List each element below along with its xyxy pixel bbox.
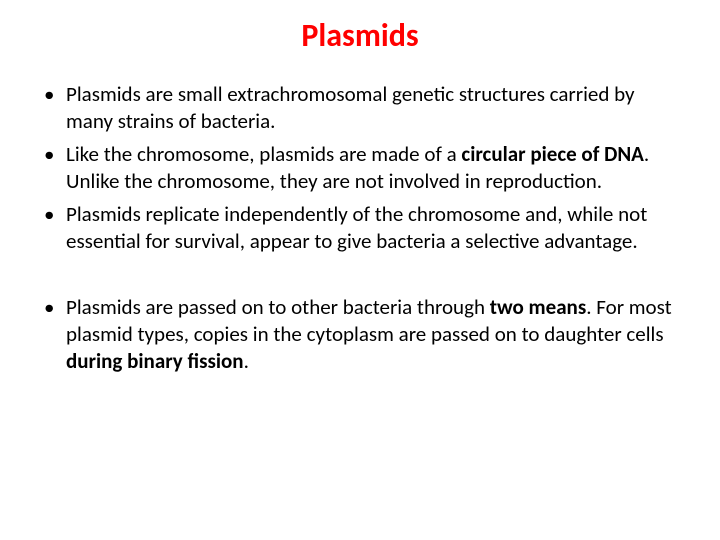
bullet-item: Like the chromosome, plasmids are made o… (66, 141, 682, 195)
text-run: Plasmids replicate independently of the … (66, 201, 647, 254)
text-run: . (244, 348, 249, 374)
slide: Plasmids Plasmids are small extrachromos… (0, 0, 720, 540)
bullet-item: Plasmids are small extrachromosomal gene… (66, 81, 682, 135)
text-run: circular piece of DNA (461, 141, 644, 167)
bullet-list-1: Plasmids are small extrachromosomal gene… (38, 81, 682, 254)
text-run: Plasmids are passed on to other bacteria… (66, 294, 490, 320)
text-run: Plasmids are small extrachromosomal gene… (66, 81, 635, 134)
text-run: during binary fission (66, 348, 244, 374)
text-run: Like the chromosome, plasmids are made o… (66, 141, 461, 167)
text-run: two means (490, 294, 586, 320)
paragraph-gap (38, 260, 682, 294)
bullet-item: Plasmids replicate independently of the … (66, 201, 682, 255)
bullet-list-2: Plasmids are passed on to other bacteria… (38, 294, 682, 375)
bullet-item: Plasmids are passed on to other bacteria… (66, 294, 682, 375)
slide-title: Plasmids (38, 18, 682, 53)
